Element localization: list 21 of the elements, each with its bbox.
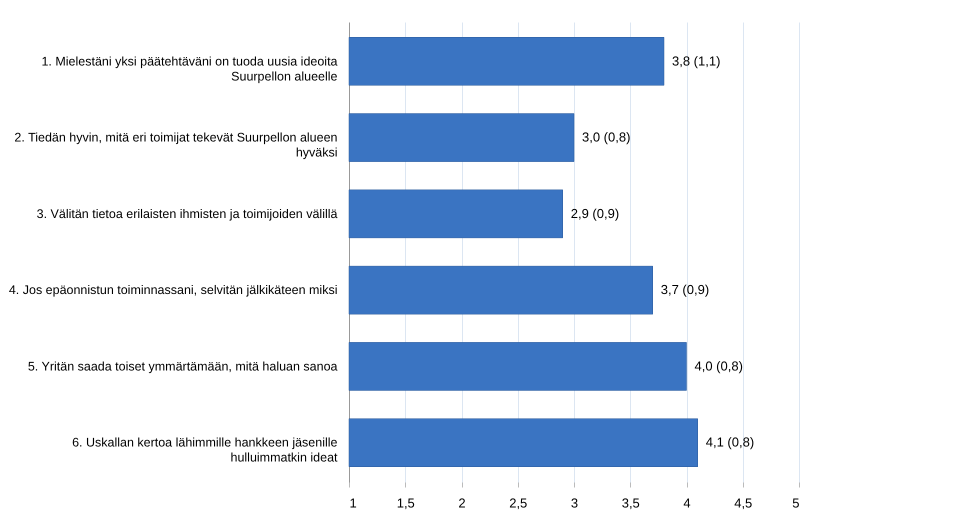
data-label: 3,0 (0,8) [582, 130, 630, 145]
y-tick-label: 1. Mielestäni yksi päätehtäväni on tuoda uusia ideoita Suurpellon alueelle [41, 54, 338, 84]
x-tick-label: 4 [683, 496, 691, 510]
x-tick-label: 1,5 [396, 496, 415, 510]
x-tick-label: 5 [792, 496, 800, 510]
data-label: 4,1 (0,8) [706, 434, 754, 450]
x-tick-label: 2,5 [509, 496, 528, 510]
x-tick-label: 2 [458, 496, 466, 510]
x-tick-label: 3,5 [622, 496, 640, 510]
y-tick-label: 2. Tiedän hyvin, mitä eri toimijat tekevät Suurpellon alueen hyväksi [14, 130, 338, 160]
x-tick-label: 4,5 [734, 496, 752, 510]
data-label: 3,8 (1,1) [672, 53, 720, 68]
data-label: 2,9 (0,9) [570, 206, 620, 221]
y-tick-label: 6. Uskallan kertoa lähimmille hankkeen jäsenille hulluimmatkin ideat [72, 436, 338, 465]
data-label: 4,0 (0,8) [694, 358, 743, 374]
y-tick-label: 3. Välitän tietoa erilaisten ihmisten ja toimijoiden välillä [36, 206, 338, 221]
data-label: 3,7 (0,9) [660, 282, 710, 298]
x-tick-label: 3 [570, 496, 578, 510]
y-tick-label: 4. Jos epäonnistun toiminnassani, selvitän jälkikäteen miksi [8, 283, 338, 298]
x-tick-label: 1 [350, 496, 357, 510]
y-tick-label: 5. Yritän saada toiset ymmärtämään, mitä haluan sanoa [28, 359, 338, 374]
